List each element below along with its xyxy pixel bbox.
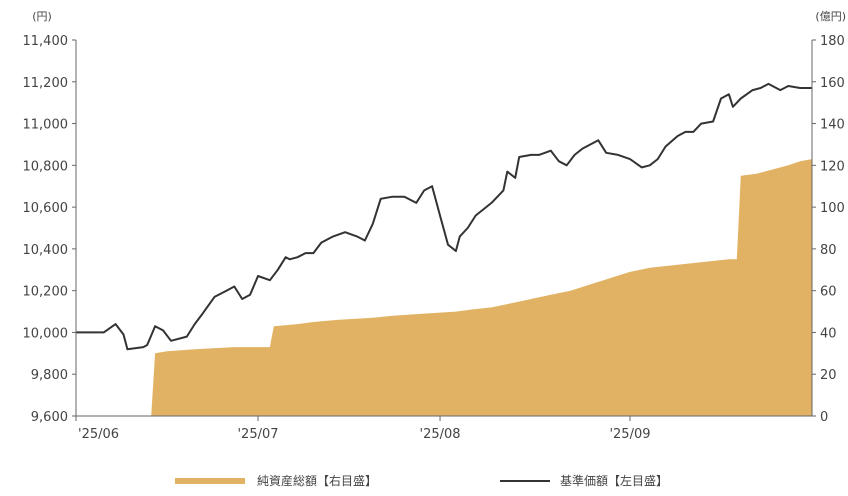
x-tick-label: '25/07	[237, 427, 278, 442]
left-tick-label: 11,000	[23, 118, 69, 133]
right-axis-unit: (億円)	[815, 10, 846, 23]
right-tick-label: 60	[820, 285, 837, 300]
right-tick-label: 140	[820, 118, 845, 133]
right-tick-label: 100	[820, 201, 845, 216]
right-tick-label: 0	[820, 410, 828, 425]
right-tick-label: 180	[820, 34, 845, 49]
legend: 純資産総額【右目盛】 基準価額【左目盛】	[0, 472, 848, 492]
left-tick-label: 9,800	[31, 368, 68, 383]
left-tick-label: 10,200	[23, 285, 69, 300]
axis-labels: 11,400 11,200 11,000 10,800 10,600 10,400 10,2…	[23, 10, 847, 442]
left-tick-label: 9,600	[31, 410, 68, 425]
left-tick-label: 10,800	[23, 159, 69, 174]
left-tick-label: 10,400	[23, 243, 69, 258]
left-tick-label: 10,600	[23, 201, 69, 216]
x-tick-label: '25/06	[78, 427, 119, 442]
fund-chart: 11,400 11,200 11,000 10,800 10,600 10,400 10,2…	[23, 10, 847, 442]
legend-swatch-area	[175, 477, 245, 484]
legend-item-nav: 基準価額【左目盛】	[500, 472, 668, 489]
left-tick-label: 11,400	[23, 34, 69, 49]
legend-label-nav: 基準価額【左目盛】	[560, 474, 669, 488]
net-assets-area	[76, 159, 812, 416]
legend-label-net-assets: 純資産総額【右目盛】	[257, 474, 378, 488]
plot-area	[76, 82, 812, 416]
axes	[72, 39, 816, 421]
right-tick-label: 20	[820, 368, 837, 383]
nav-line	[76, 82, 812, 351]
right-tick-label: 120	[820, 159, 845, 174]
x-tick-label: '25/08	[420, 427, 461, 442]
x-tick-label: '25/09	[609, 427, 650, 442]
left-axis-unit: (円)	[32, 10, 52, 23]
legend-item-net-assets: 純資産総額【右目盛】	[175, 472, 377, 489]
right-tick-label: 160	[820, 76, 845, 91]
right-tick-label: 40	[820, 326, 837, 341]
right-tick-label: 80	[820, 243, 837, 258]
left-tick-label: 11,200	[23, 76, 69, 91]
legend-swatch-line	[500, 479, 550, 482]
left-tick-label: 10,000	[23, 326, 69, 341]
